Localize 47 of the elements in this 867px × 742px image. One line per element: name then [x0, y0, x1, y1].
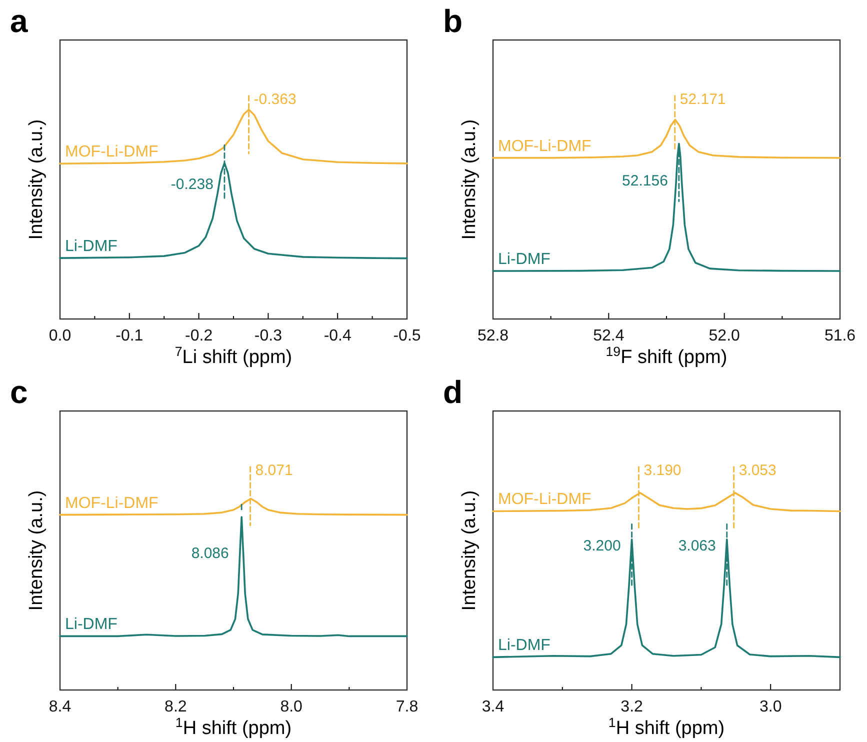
- annotation: 3.200: [583, 538, 621, 555]
- x-axis-title: $^{19}$F shift (ppm): [606, 344, 728, 368]
- annotation: 3.190: [644, 462, 682, 480]
- x-tick-label: -0.3: [254, 327, 282, 344]
- chart-title: b: [443, 3, 463, 39]
- x-tick-label: 52.8: [477, 327, 509, 344]
- y-axis-title: Intensity (a.u.): [26, 119, 47, 240]
- chart-title: c: [10, 374, 28, 410]
- x-tick-label: 52.0: [708, 327, 740, 344]
- annotation: 3.053: [738, 462, 776, 480]
- x-axis-title: $^{7}$Li shift (ppm): [174, 344, 292, 368]
- x-tick-label: 3.2: [620, 698, 644, 716]
- series-label: Li-DMF: [498, 637, 551, 654]
- annotation: 52.171: [680, 91, 726, 108]
- series-label: MOF-Li-DMF: [498, 138, 592, 155]
- x-tick-label: 52.4: [593, 327, 624, 344]
- chart-title: d: [443, 374, 463, 410]
- series-label: Li-DMF: [65, 616, 118, 634]
- annotation: -0.238: [170, 176, 214, 194]
- x-tick-label: 3.4: [482, 698, 504, 716]
- y-axis-title: Intensity (a.u.): [459, 490, 480, 611]
- x-tick-label: 51.6: [824, 327, 856, 344]
- annotation: 52.156: [622, 172, 668, 190]
- y-axis-title: Intensity (a.u.): [26, 490, 47, 611]
- x-tick-label: 8.2: [164, 698, 187, 716]
- x-tick-label: 8.0: [280, 698, 303, 716]
- annotation: 8.086: [191, 545, 229, 562]
- x-tick-label: -0.5: [393, 327, 421, 344]
- x-tick-label: -0.2: [185, 327, 213, 344]
- x-tick-label: 0.0: [48, 327, 72, 344]
- x-tick-label: -0.4: [324, 327, 352, 344]
- x-tick-label: 7.8: [396, 698, 418, 716]
- x-tick-label: 8.4: [48, 698, 72, 716]
- annotation: -0.363: [254, 91, 296, 108]
- x-axis-title: $^{1}$H shift (ppm): [175, 714, 292, 739]
- chart-title: a: [10, 3, 28, 39]
- annotation: 8.071: [255, 462, 293, 480]
- x-tick-label: -0.1: [116, 327, 144, 344]
- x-tick-label: 3.0: [759, 698, 782, 716]
- series-label: Li-DMF: [498, 251, 551, 268]
- series-label: MOF-Li-DMF: [65, 494, 159, 512]
- series-label: MOF-Li-DMF: [65, 144, 159, 161]
- x-axis-title: $^{1}$H shift (ppm): [608, 714, 725, 739]
- series-label: MOF-Li-DMF: [498, 491, 592, 508]
- y-axis-title: Intensity (a.u.): [459, 119, 480, 240]
- series-label: Li-DMF: [65, 238, 118, 256]
- annotation: 3.063: [678, 538, 716, 555]
